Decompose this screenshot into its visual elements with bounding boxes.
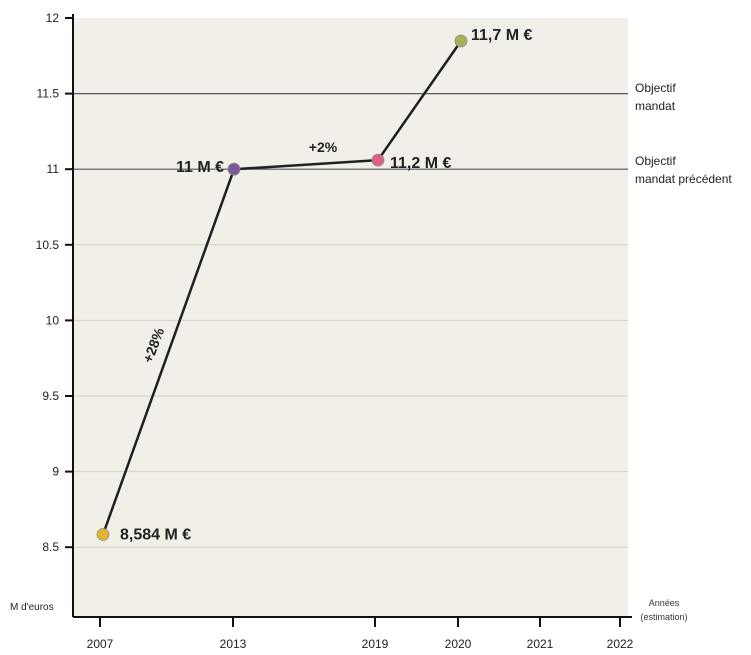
data-label: 11,7 M € xyxy=(471,27,532,44)
data-label: 11,2 M € xyxy=(390,155,451,172)
y-tick-label: 11.5 xyxy=(37,87,60,101)
x-axis-label-note: (estimation) xyxy=(640,612,687,622)
x-tick-label: 2022 xyxy=(607,637,634,651)
data-label: 11 M € xyxy=(176,159,224,176)
data-points xyxy=(96,34,468,541)
y-axis-label: M d'euros xyxy=(10,602,54,613)
reference-line-label: Objectif xyxy=(635,154,676,168)
y-tick-label: 9 xyxy=(52,465,59,479)
reference-line-label: mandat précédent xyxy=(635,172,732,186)
y-tick-label: 12 xyxy=(46,11,60,25)
y-tick-label: 11 xyxy=(47,162,60,176)
data-label: 8,584 M € xyxy=(120,526,191,543)
plot-background xyxy=(73,18,628,617)
y-tick-label: 10.5 xyxy=(36,238,60,252)
data-labels: 8,584 M € 11 M € 11,2 M € 11,7 M € xyxy=(120,27,532,543)
annotation-label: +2% xyxy=(309,139,338,155)
series-line xyxy=(101,40,463,535)
x-tick-label: 2020 xyxy=(445,637,472,651)
axes: 8.5 9 9.5 10 10.5 11 11.5 12 2007 2013 2019 2020 202… xyxy=(10,11,688,651)
y-tick-label: 9.5 xyxy=(42,389,59,403)
reference-line-label: Objectif xyxy=(635,81,676,95)
data-point xyxy=(96,528,110,541)
data-point xyxy=(227,162,241,176)
data-point xyxy=(454,34,468,48)
reference-line-label: mandat xyxy=(635,99,676,113)
data-point xyxy=(371,153,385,167)
y-tick-label: 8.5 xyxy=(42,540,59,554)
series-line-path xyxy=(101,40,463,535)
y-tick-label: 10 xyxy=(46,313,60,327)
x-tick-label: 2013 xyxy=(220,637,247,651)
reference-lines: Objectif mandat Objectif mandat précédent xyxy=(73,81,732,186)
x-tick-label: 2021 xyxy=(527,637,554,651)
x-tick-label: 2019 xyxy=(362,637,389,651)
x-tick-label: 2007 xyxy=(87,637,114,651)
x-axis-label: Années xyxy=(649,598,680,608)
